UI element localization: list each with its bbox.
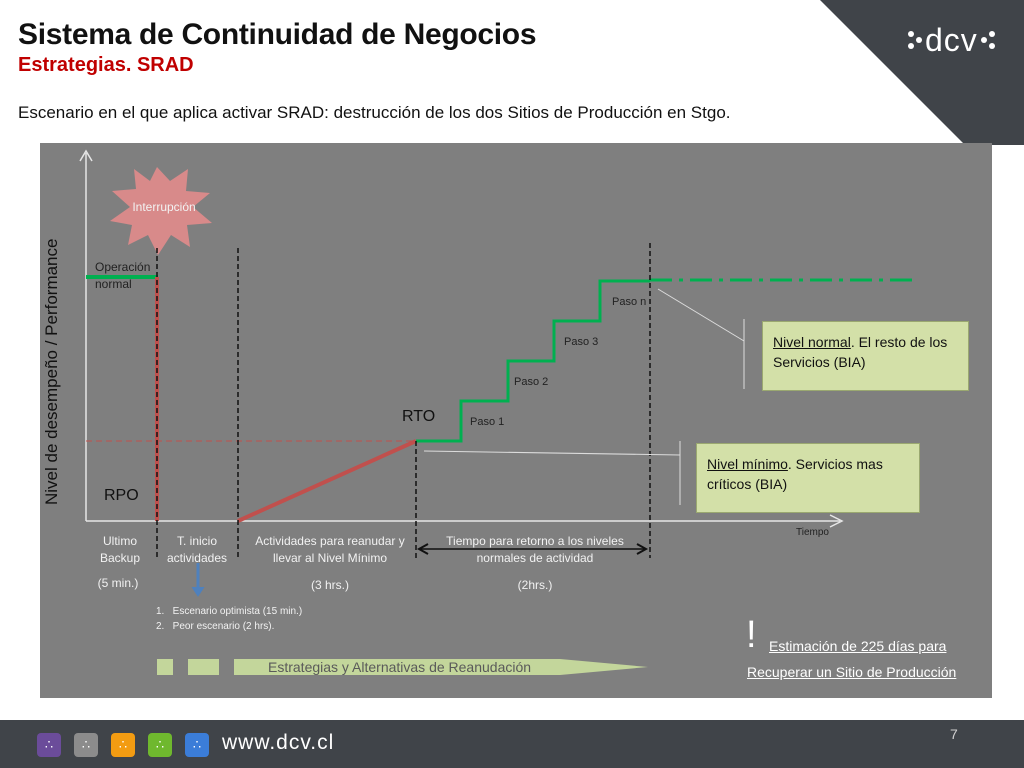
x-axis-arrow xyxy=(829,514,844,528)
normal-level-text: . El resto de los Servicios (BIA) xyxy=(773,334,948,370)
normal-operation-label: Operación normal xyxy=(95,260,151,291)
minimum-level-title: Nivel mínimo xyxy=(707,456,788,472)
recovery-ramp-line xyxy=(237,439,417,523)
scenario-description: Escenario en el que aplica activar SRAD:… xyxy=(18,103,731,122)
step-1-label: Paso 1 xyxy=(470,416,505,428)
dcv-green-icon: ∴ xyxy=(148,733,172,757)
minimum-level-box: Nivel mínimo. Servicios mas críticos (BI… xyxy=(696,443,920,513)
phase-backup-value: (5 min.) xyxy=(97,576,139,590)
phase-start-label: T. inicio actividades xyxy=(166,534,228,565)
strategies-label: Estrategias y Alternativas de Reanudació… xyxy=(268,659,532,675)
diagram-panel xyxy=(40,143,992,698)
step-2-label: Paso 2 xyxy=(514,376,549,388)
pointer-normal xyxy=(657,288,745,342)
website-link[interactable]: www.dcv.cl xyxy=(222,731,335,754)
dcv-logo: dcv xyxy=(905,20,1000,70)
dcv-purple-icon: ∴ xyxy=(37,733,61,757)
step-3-label: Paso 3 xyxy=(564,336,599,348)
normal-level-box: Nivel normal. El resto de los Servicios … xyxy=(762,321,969,391)
interruption-burst-icon xyxy=(110,167,212,255)
svg-text:dcv: dcv xyxy=(925,22,978,58)
rto-label: RTO xyxy=(402,408,436,425)
dcv-blue-icon: ∴ xyxy=(185,733,209,757)
scenario-list: 1. Escenario optimista (15 min.) 2. Peor… xyxy=(156,604,302,634)
minimum-level-text: . Servicios mas críticos (BIA) xyxy=(707,456,883,492)
interruption-label: Interrupción xyxy=(132,200,196,214)
arrow-right-icon xyxy=(636,543,649,555)
dcv-gray-icon: ∴ xyxy=(74,733,98,757)
arrow-left-icon xyxy=(416,543,429,555)
strategies-arrow-shape xyxy=(234,659,648,675)
recovery-steps-line xyxy=(416,279,650,443)
phase-activities-value: (3 hrs.) xyxy=(310,578,349,592)
phase-return-label: Tiempo para retorno a los niveles normal… xyxy=(446,534,624,565)
pointer-minimum xyxy=(423,450,681,456)
phase-return-value: (2hrs.) xyxy=(517,578,553,592)
down-arrow-icon xyxy=(191,586,205,597)
exclamation-icon: ! xyxy=(746,614,757,656)
strategy-block-2 xyxy=(188,659,219,675)
page-number: 7 xyxy=(950,726,958,742)
scenario-item-1: 1. Escenario optimista (15 min.) xyxy=(156,606,303,617)
y-axis-label: Nivel de desempeño / Performance xyxy=(42,238,61,505)
dcv-orange-icon: ∴ xyxy=(111,733,135,757)
scenario-item-2: 2. Peor escenario (2 hrs). xyxy=(156,621,275,632)
page-title: Sistema de Continuidad de Negocios xyxy=(18,18,537,51)
phase-backup-label: Ultimo Backup xyxy=(99,534,141,565)
estimate-line-2: Recuperar un Sitio de Producción xyxy=(747,664,957,680)
continuity-diagram xyxy=(79,149,915,675)
dcv-logo-mark: dcv xyxy=(908,22,995,58)
step-n-label: Paso n xyxy=(612,296,647,308)
rpo-label: RPO xyxy=(104,487,139,504)
phase-activities-label: Actividades para reanudar y llevar al Ni… xyxy=(255,534,405,565)
x-axis-label: Tiempo xyxy=(796,527,829,538)
estimate-line-1: Estimación de 225 días para xyxy=(769,638,947,654)
strategy-block-1 xyxy=(157,659,173,675)
corner-decoration xyxy=(820,0,1024,145)
y-axis-arrow xyxy=(79,149,93,162)
page-subtitle: Estrategias. SRAD xyxy=(18,54,194,76)
normal-level-title: Nivel normal xyxy=(773,334,851,350)
